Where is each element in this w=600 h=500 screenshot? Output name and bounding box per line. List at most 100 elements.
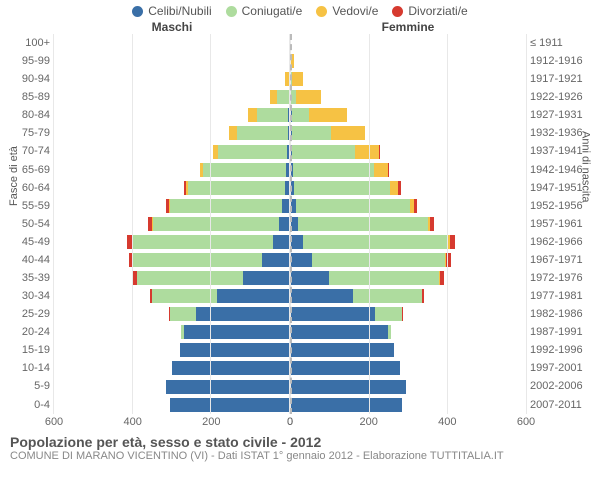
year-label: 1962-1966 bbox=[530, 233, 583, 251]
bar-row bbox=[54, 197, 290, 215]
seg-celibi bbox=[290, 325, 388, 339]
seg-divorziati bbox=[422, 289, 424, 303]
year-label: 1947-1951 bbox=[530, 179, 583, 197]
seg-celibi bbox=[279, 217, 290, 231]
seg-divorziati bbox=[402, 307, 403, 321]
legend-swatch bbox=[226, 6, 237, 17]
age-label: 35-39 bbox=[22, 269, 50, 287]
legend-label: Vedovi/e bbox=[332, 4, 378, 18]
seg-coniugati bbox=[293, 163, 374, 177]
legend-label: Divorziati/e bbox=[408, 4, 467, 18]
seg-vedovi bbox=[292, 72, 304, 86]
age-label: 5-9 bbox=[34, 377, 50, 395]
bar-row bbox=[290, 197, 526, 215]
seg-coniugati bbox=[137, 271, 243, 285]
year-label: 2007-2011 bbox=[530, 396, 582, 414]
bar bbox=[54, 361, 290, 375]
seg-coniugati bbox=[188, 181, 284, 195]
x-axis: 0200400600 0200400600 bbox=[10, 416, 590, 430]
x-tick: 0 bbox=[287, 416, 293, 428]
bar bbox=[290, 126, 526, 140]
bar bbox=[54, 72, 290, 86]
population-pyramid-chart: Celibi/NubiliConiugati/eVedovi/eDivorzia… bbox=[0, 0, 600, 500]
x-tick: 600 bbox=[517, 416, 535, 428]
seg-divorziati bbox=[446, 253, 451, 267]
year-label: 1927-1931 bbox=[530, 106, 583, 124]
seg-vedovi bbox=[309, 108, 346, 122]
seg-divorziati bbox=[430, 217, 434, 231]
bar bbox=[290, 361, 526, 375]
seg-coniugati bbox=[298, 217, 428, 231]
age-label: 80-84 bbox=[22, 106, 50, 124]
bar-row bbox=[290, 52, 526, 70]
x-tick: 200 bbox=[202, 416, 220, 428]
bar bbox=[290, 217, 526, 231]
seg-coniugati bbox=[292, 145, 355, 159]
age-label: 65-69 bbox=[22, 161, 50, 179]
seg-coniugati bbox=[170, 199, 282, 213]
bar bbox=[290, 307, 526, 321]
seg-coniugati bbox=[277, 90, 289, 104]
legend-item: Coniugati/e bbox=[226, 4, 303, 18]
bar-row bbox=[54, 359, 290, 377]
age-label: 60-64 bbox=[22, 179, 50, 197]
legend-swatch bbox=[132, 6, 143, 17]
bars-area bbox=[54, 34, 526, 414]
bar-row bbox=[54, 106, 290, 124]
bar-row bbox=[290, 287, 526, 305]
year-label: 1987-1991 bbox=[530, 323, 583, 341]
bar bbox=[54, 126, 290, 140]
x-axis-right: 0200400600 bbox=[290, 416, 526, 430]
year-label: 1952-1956 bbox=[530, 197, 583, 215]
legend-item: Vedovi/e bbox=[316, 4, 378, 18]
seg-celibi bbox=[282, 199, 290, 213]
bar bbox=[54, 307, 290, 321]
age-label: 40-44 bbox=[22, 251, 50, 269]
bar bbox=[54, 398, 290, 412]
seg-celibi bbox=[290, 217, 298, 231]
age-labels: 100+95-9990-9485-8980-8475-7970-7465-696… bbox=[10, 34, 54, 414]
seg-divorziati bbox=[388, 163, 390, 177]
seg-vedovi bbox=[248, 108, 257, 122]
year-label: 1937-1941 bbox=[530, 142, 583, 160]
age-label: 50-54 bbox=[22, 215, 50, 233]
bar bbox=[54, 90, 290, 104]
seg-coniugati bbox=[218, 145, 287, 159]
bar-row bbox=[290, 34, 526, 52]
seg-vedovi bbox=[355, 145, 379, 159]
year-labels: ≤ 19111912-19161917-19211922-19261927-19… bbox=[526, 34, 590, 414]
bar bbox=[290, 235, 526, 249]
age-label: 55-59 bbox=[22, 197, 50, 215]
bar-row bbox=[290, 70, 526, 88]
bar-row bbox=[54, 70, 290, 88]
bar bbox=[290, 253, 526, 267]
age-label: 95-99 bbox=[22, 52, 50, 70]
bar-row bbox=[54, 124, 290, 142]
seg-coniugati bbox=[292, 108, 310, 122]
seg-vedovi bbox=[390, 181, 398, 195]
seg-celibi bbox=[170, 398, 290, 412]
age-label: 15-19 bbox=[22, 341, 50, 359]
bar-row bbox=[290, 179, 526, 197]
seg-celibi bbox=[290, 343, 394, 357]
bar bbox=[54, 163, 290, 177]
bar-row bbox=[54, 251, 290, 269]
chart-subtitle: COMUNE DI MARANO VICENTINO (VI) - Dati I… bbox=[10, 450, 590, 462]
bar-row bbox=[290, 341, 526, 359]
bar-row bbox=[290, 396, 526, 414]
bar-row bbox=[54, 34, 290, 52]
bar bbox=[290, 271, 526, 285]
seg-celibi bbox=[217, 289, 290, 303]
age-label: 70-74 bbox=[22, 142, 50, 160]
seg-divorziati bbox=[398, 181, 400, 195]
year-label: 1942-1946 bbox=[530, 161, 583, 179]
legend-swatch bbox=[316, 6, 327, 17]
seg-celibi bbox=[273, 235, 290, 249]
bar-row bbox=[290, 215, 526, 233]
seg-coniugati bbox=[329, 271, 439, 285]
bar bbox=[54, 181, 290, 195]
bar-row bbox=[290, 142, 526, 160]
seg-coniugati bbox=[237, 126, 288, 140]
bar-row bbox=[54, 341, 290, 359]
seg-coniugati bbox=[257, 108, 288, 122]
